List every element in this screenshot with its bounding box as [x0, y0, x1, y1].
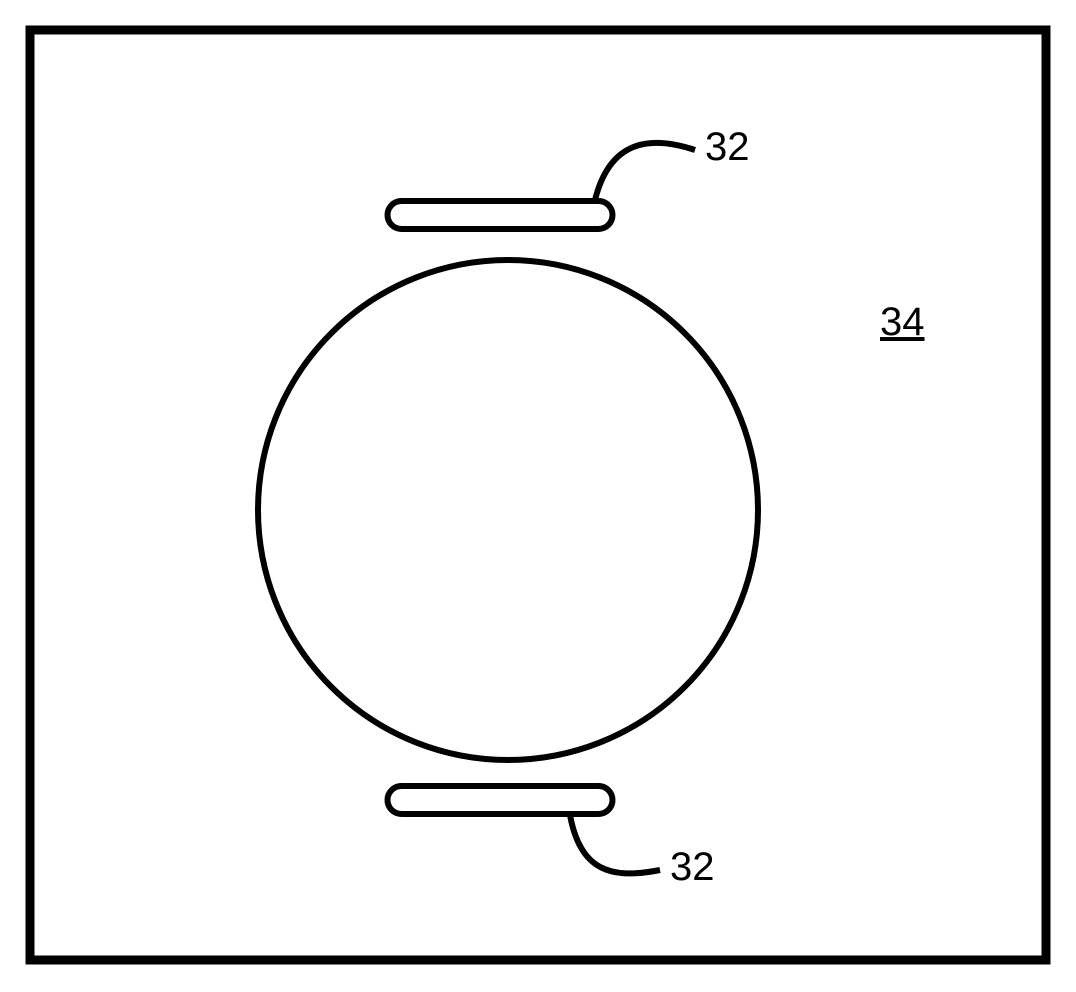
central-circle [258, 260, 758, 760]
leader-bottom [570, 815, 660, 873]
diagram-svg [0, 0, 1076, 992]
outer-frame [30, 30, 1046, 960]
label-frame: 34 [880, 300, 925, 345]
slot-bottom [388, 786, 613, 814]
patent-diagram: 32 32 34 [0, 0, 1076, 992]
leader-top [595, 143, 695, 200]
label-top-slot: 32 [705, 125, 750, 170]
label-bottom-slot: 32 [670, 845, 715, 890]
slot-top [388, 201, 613, 229]
